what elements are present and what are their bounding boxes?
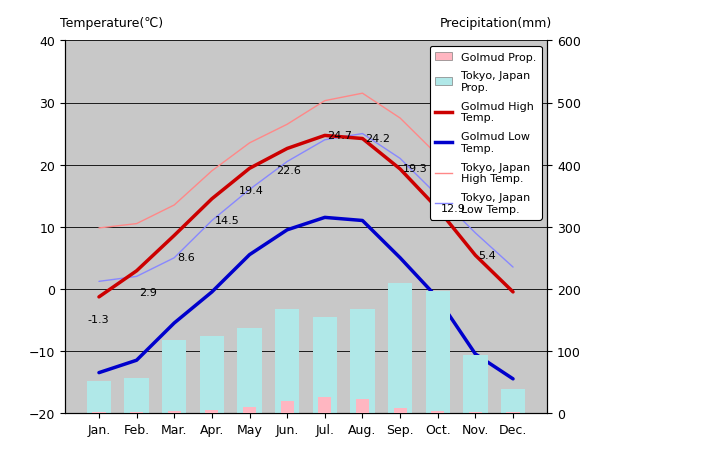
Bar [394, 408, 407, 413]
Text: Precipitation(mm): Precipitation(mm) [440, 17, 552, 30]
Bar [506, 412, 520, 413]
Text: -1.3: -1.3 [88, 314, 109, 324]
Bar [125, 378, 149, 413]
Text: 8.6: 8.6 [177, 252, 195, 263]
Text: 14.5: 14.5 [215, 216, 240, 226]
Text: 19.4: 19.4 [238, 185, 264, 196]
Bar [130, 412, 143, 413]
Bar [431, 411, 444, 413]
Bar [199, 336, 224, 413]
Bar [356, 399, 369, 413]
Bar [86, 381, 111, 413]
Bar [281, 401, 294, 413]
Bar [388, 283, 413, 413]
Legend: Golmud Prop., Tokyo, Japan
Prop., Golmud High
Temp., Golmud Low
Temp., Tokyo, Ja: Golmud Prop., Tokyo, Japan Prop., Golmud… [430, 47, 541, 220]
Bar [168, 411, 181, 413]
Text: 22.6: 22.6 [276, 166, 301, 176]
Bar [205, 410, 218, 413]
Bar [469, 412, 482, 413]
Bar [238, 328, 262, 413]
Bar [312, 318, 337, 413]
Text: 24.2: 24.2 [365, 134, 390, 144]
Bar [501, 389, 526, 413]
Text: 5.4: 5.4 [478, 250, 496, 260]
Text: Temperature(℃): Temperature(℃) [60, 17, 163, 30]
Bar [318, 397, 331, 413]
Text: 24.7: 24.7 [328, 130, 353, 140]
Bar [243, 407, 256, 413]
Text: 19.3: 19.3 [403, 164, 428, 174]
Text: 2.9: 2.9 [140, 288, 157, 298]
Bar [426, 291, 450, 413]
Bar [463, 355, 487, 413]
Text: 12.9: 12.9 [441, 204, 465, 214]
Bar [350, 309, 374, 413]
Bar [162, 341, 186, 413]
Bar [275, 310, 300, 413]
Bar [92, 412, 106, 413]
